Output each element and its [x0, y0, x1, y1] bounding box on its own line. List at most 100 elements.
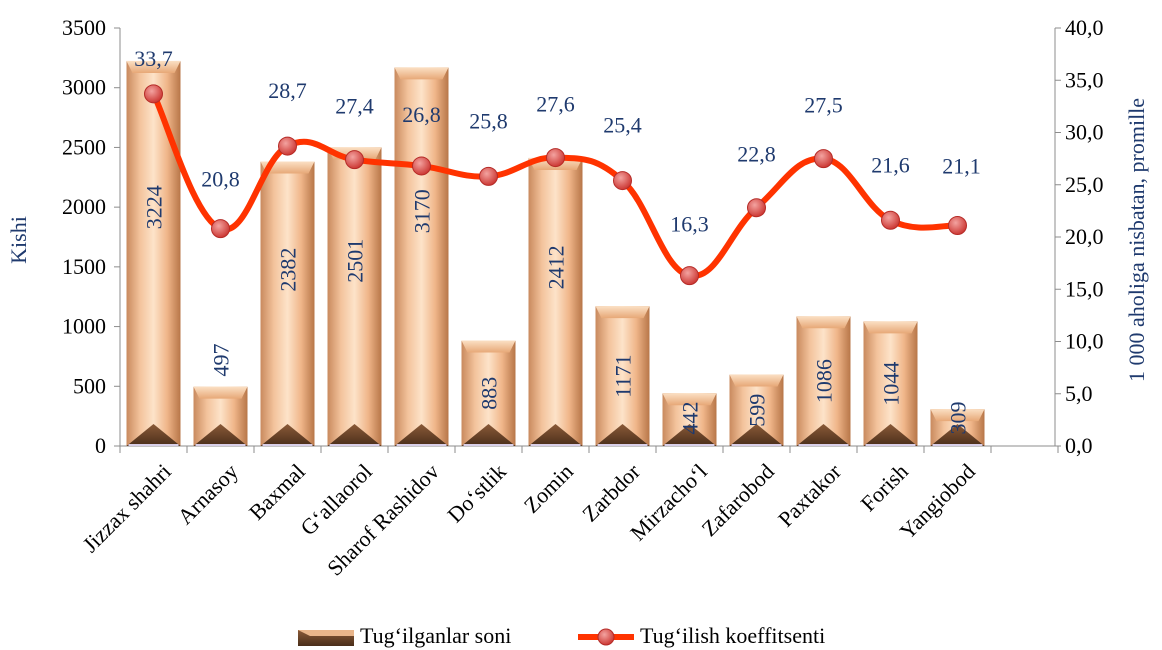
line-marker: [412, 156, 431, 176]
bar-value-label: 599: [745, 394, 770, 427]
legend-bar-swatch-top: [298, 630, 354, 636]
y-tick-label: 500: [73, 373, 106, 398]
x-tick-label: Zafarobod: [696, 459, 778, 541]
y2-tick-label: 10,0: [1065, 329, 1104, 354]
y-tick-label: 0: [95, 433, 106, 458]
x-tick-label: Do‘stlik: [442, 459, 511, 528]
bar: [461, 340, 516, 446]
bar-base: [260, 424, 315, 446]
line-marker: [613, 171, 632, 191]
x-tick-label: Zomin: [519, 459, 578, 518]
y2-tick-label: 35,0: [1065, 67, 1104, 92]
bar: [394, 67, 449, 446]
bar: [260, 161, 315, 446]
line-marker: [479, 166, 498, 186]
legend-item-line: Tug‘ilish koeffitsenti: [578, 623, 825, 648]
bar: [126, 60, 181, 447]
line-marker: [881, 210, 900, 230]
line-marker: [747, 198, 766, 218]
y-tick-label: 3500: [62, 15, 106, 40]
y2-tick-label: 20,0: [1065, 224, 1104, 249]
line-marker: [680, 266, 699, 286]
y-tick-label: 1000: [62, 314, 106, 339]
legend-bar-label: Tug‘ilganlar soni: [360, 623, 511, 648]
y2-tick-label: 5,0: [1065, 381, 1093, 406]
bar: [796, 316, 851, 446]
bar-base: [796, 424, 851, 446]
line-layer: [144, 84, 967, 286]
bar-base: [729, 424, 784, 446]
point-value-label: 27,6: [536, 92, 575, 117]
bar-body: [528, 157, 583, 446]
bar-value-label: 1044: [879, 362, 904, 406]
y-tick-label: 1500: [62, 254, 106, 279]
legend: Tug‘ilganlar soni Tug‘ilish koeffitsenti: [298, 623, 825, 648]
line-marker: [144, 84, 163, 104]
axes: 0 500 1000 1500 2000 2500 3000 3500 0,0 5,0 10,0 15…: [62, 15, 1104, 581]
point-value-label: 33,7: [134, 46, 173, 71]
bar-value-label: 3224: [142, 185, 167, 229]
x-tick-label: Arnasoy: [173, 459, 243, 529]
bar-top: [863, 321, 918, 334]
bar-value-label: 883: [477, 377, 502, 410]
bar: [327, 147, 382, 446]
bar: [193, 386, 248, 446]
bar-top: [662, 393, 717, 406]
bar-base: [930, 424, 985, 446]
y2-tick-label: 40,0: [1065, 15, 1104, 40]
bar-value-label: 2501: [343, 239, 368, 283]
line-marker: [345, 150, 364, 170]
bar: [662, 393, 717, 446]
y-tick-label: 2500: [62, 134, 106, 159]
bar-value-label: 309: [946, 402, 971, 435]
bar-body: [126, 60, 181, 447]
bar-value-label: 2412: [544, 245, 569, 289]
y2-tick-label: 0,0: [1065, 433, 1093, 458]
bar: [930, 409, 985, 446]
x-tick-label: Paxtakor: [773, 458, 846, 531]
bar: [528, 157, 583, 446]
bar-base: [863, 424, 918, 446]
bar-body: [595, 306, 650, 446]
point-value-label: 25,4: [603, 113, 642, 138]
bar: [595, 306, 650, 446]
line-marker: [278, 136, 297, 156]
bar-value-label: 3170: [410, 189, 435, 233]
bar-base: [193, 424, 248, 446]
point-value-label: 28,7: [268, 78, 307, 103]
bar-top: [729, 374, 784, 387]
bar-body: [260, 161, 315, 446]
point-value-label: 16,3: [670, 212, 709, 237]
point-value-label: 21,6: [871, 152, 910, 177]
line-marker: [546, 148, 565, 168]
y2-tick-label: 25,0: [1065, 172, 1104, 197]
x-tick-label: Jizzax shahri: [77, 459, 175, 557]
point-value-label: 25,8: [469, 108, 508, 133]
bar-base: [327, 424, 382, 446]
bar-base: [595, 424, 650, 446]
bar-body: [327, 147, 382, 446]
bar-top: [126, 60, 181, 73]
bar-top: [461, 340, 516, 353]
legend-line-marker: [597, 628, 615, 646]
point-value-label: 20,8: [201, 167, 240, 192]
legend-item-bars: Tug‘ilganlar soni: [298, 623, 511, 648]
x-tick-label: Zarbdor: [577, 458, 645, 526]
y2-tick-label: 30,0: [1065, 120, 1104, 145]
y-tick-label: 3000: [62, 75, 106, 100]
point-value-label: 22,8: [737, 142, 776, 167]
bars-layer: [126, 60, 985, 447]
bar-base: [394, 424, 449, 446]
legend-line-label: Tug‘ilish koeffitsenti: [640, 623, 825, 648]
bar-top: [595, 306, 650, 319]
bar-body: [394, 67, 449, 446]
y2-axis-title: 1 000 aholiga nisbatan, promille: [1124, 98, 1149, 382]
bar: [729, 374, 784, 446]
point-value-label: 27,5: [804, 93, 843, 118]
y-tick-label: 2000: [62, 194, 106, 219]
bar-base: [126, 424, 181, 446]
line-marker: [948, 216, 967, 236]
line-marker: [211, 219, 230, 239]
bar-value-label: 1086: [812, 359, 837, 403]
